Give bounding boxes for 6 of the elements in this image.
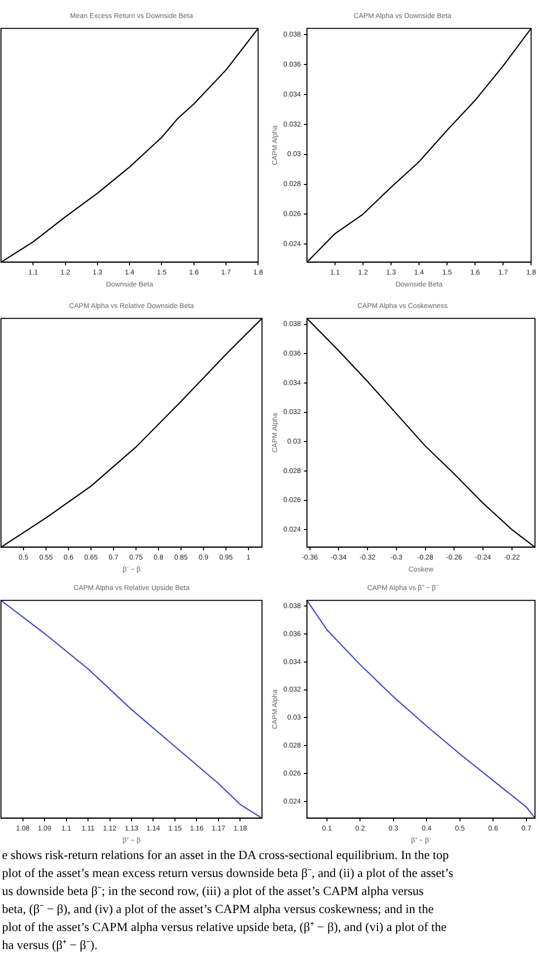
text: beta, (β⁻ − β), and (iv) a plot of the asset’s CAPM alpha versus coskewness; and in the <box>2 901 435 918</box>
text: plot of the asset’s mean excess return versus downside beta β⁻, and (ii) a plot of the asset’s <box>2 865 454 882</box>
text: plot of the asset’s CAPM alpha versus relative upside beta, (β⁺ − β), and (vi) a plot of the <box>2 919 448 936</box>
text: us downside beta β⁻; in the second row, (iii) a plot of the asset’s CAPM alpha versus <box>2 883 425 900</box>
text: ha versus (β⁺ − β⁻). <box>2 937 98 954</box>
text: e shows risk-return relations for an asset in the DA cross-sectional equilibrium. In the top <box>2 847 450 864</box>
